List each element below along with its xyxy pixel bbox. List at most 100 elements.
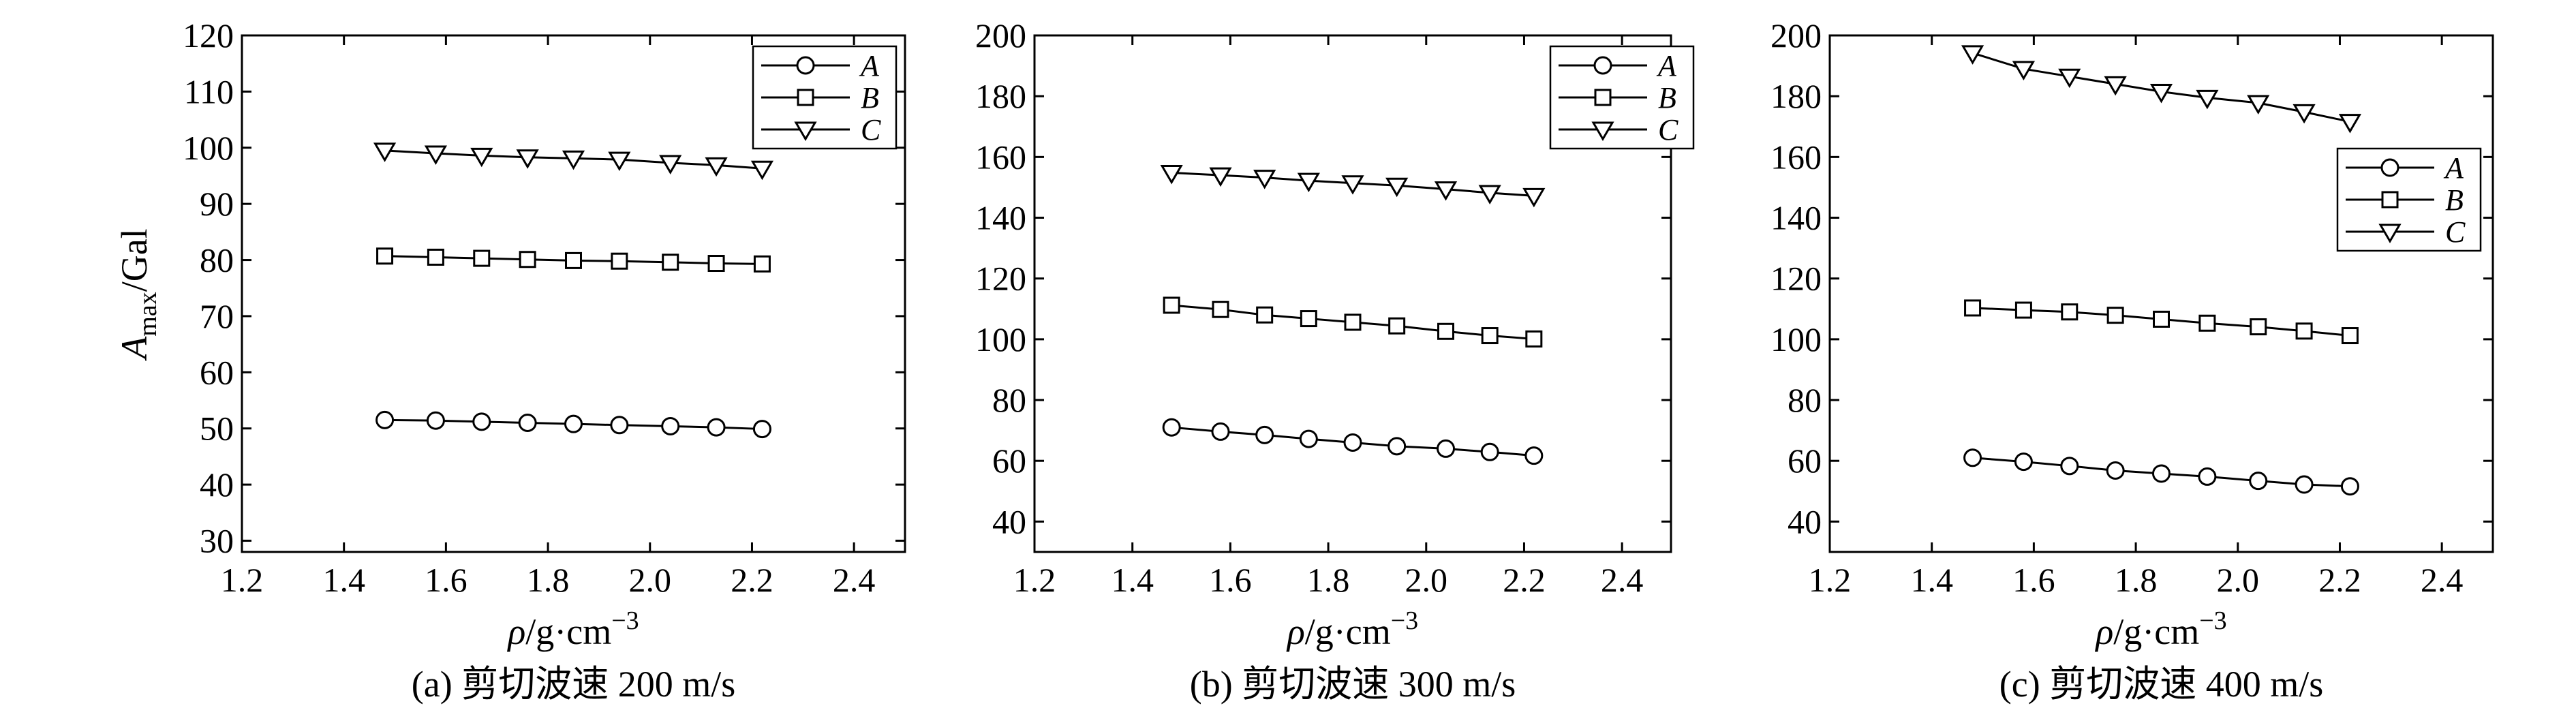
data-point-A xyxy=(2060,457,2079,476)
data-point-C xyxy=(1209,167,1232,187)
x-tick-label: 1.4 xyxy=(322,561,365,599)
data-point-B xyxy=(1525,330,1543,348)
data-point-A xyxy=(752,420,771,439)
data-point-A xyxy=(1480,442,1499,461)
y-tick-label: 80 xyxy=(1788,381,1822,419)
x-tick-label: 1.6 xyxy=(2012,561,2055,599)
legend-label-C: C xyxy=(1658,113,1678,147)
data-point-A xyxy=(610,416,629,435)
data-point-C xyxy=(2104,76,2127,96)
legend-label-B: B xyxy=(861,81,879,114)
x-tick-label: 1.8 xyxy=(527,561,570,599)
data-point-B xyxy=(1388,317,1406,335)
data-point-A xyxy=(426,411,445,430)
data-point-B xyxy=(427,248,444,266)
legend-marker-A xyxy=(2380,158,2399,177)
data-point-B xyxy=(753,255,771,273)
data-point-C xyxy=(1961,45,1984,65)
x-tick-label: 1.2 xyxy=(1013,561,1056,599)
data-point-C xyxy=(1160,165,1183,185)
data-point-B xyxy=(2014,301,2032,319)
x-tick-label: 1.6 xyxy=(425,561,467,599)
data-point-B xyxy=(1344,313,1362,331)
legend-marker-B xyxy=(1594,89,1612,106)
data-point-C xyxy=(2058,68,2081,89)
legend-marker-C xyxy=(2378,224,2402,243)
y-tick-label: 120 xyxy=(1770,260,1822,298)
x-tick-label: 2.4 xyxy=(1601,561,1644,599)
x-axis-label: ρ/g·cm−3 xyxy=(2094,606,2226,652)
y-tick-label: 100 xyxy=(183,129,234,167)
data-point-B xyxy=(473,249,491,267)
legend-label-A: A xyxy=(1656,49,1677,82)
y-tick-label: 60 xyxy=(200,353,234,391)
legend-label-B: B xyxy=(1658,81,1676,114)
y-tick-label: 200 xyxy=(975,16,1026,55)
legend-label-C: C xyxy=(2445,215,2466,249)
y-tick-label: 110 xyxy=(184,72,234,110)
chart-panel-2: 1.2 1.4 1.6 1.8 2.0 2.2 2.4 40 60 80 100 120 140 160 1… xyxy=(975,16,1695,705)
data-point-A xyxy=(375,410,395,429)
data-point-B xyxy=(1256,306,1274,324)
data-point-A xyxy=(2295,475,2314,494)
y-tick-label: 40 xyxy=(1788,502,1822,540)
x-tick-label: 1.4 xyxy=(1111,561,1154,599)
legend-marker-C xyxy=(794,121,817,141)
data-point-A xyxy=(1437,439,1456,458)
data-point-A xyxy=(2014,452,2033,472)
data-point-C xyxy=(750,160,774,181)
data-point-C xyxy=(373,142,397,162)
panel-caption: (c) 剪切波速 400 m/s xyxy=(1999,664,2323,705)
y-tick-label: 40 xyxy=(200,465,234,504)
x-tick-label: 2.0 xyxy=(629,561,672,599)
y-tick-label: 180 xyxy=(1770,77,1822,115)
data-point-A xyxy=(564,414,583,433)
data-point-B xyxy=(2106,307,2124,324)
data-point-B xyxy=(2153,310,2170,328)
y-tick-label: 160 xyxy=(975,138,1026,176)
y-tick-label: 50 xyxy=(200,410,234,448)
data-point-A xyxy=(2340,477,2359,496)
x-tick-label: 2.4 xyxy=(833,561,876,599)
data-point-C xyxy=(1385,177,1409,198)
y-tick-label: 80 xyxy=(200,241,234,279)
data-point-A xyxy=(1299,429,1318,448)
data-point-C xyxy=(2196,89,2219,110)
data-point-B xyxy=(1212,301,1229,318)
data-point-A xyxy=(661,416,680,435)
data-point-A xyxy=(1255,425,1274,444)
legend-label-A: A xyxy=(859,49,880,82)
x-axis-label: ρ/g·cm−3 xyxy=(1286,606,1418,652)
y-tick-label: 60 xyxy=(992,442,1026,480)
data-point-A xyxy=(1343,433,1362,452)
data-point-C xyxy=(1341,175,1364,195)
data-point-C xyxy=(562,150,585,170)
x-axis-label: ρ/g·cm−3 xyxy=(506,606,639,652)
data-point-A xyxy=(2198,467,2217,486)
x-tick-label: 2.0 xyxy=(1405,561,1448,599)
data-point-A xyxy=(707,418,726,437)
data-point-A xyxy=(1162,418,1181,437)
chart-panel-1: 1.2 1.4 1.6 1.8 2.0 2.2 2.4 30 40 50 60 70 80 90 100 11… xyxy=(183,16,906,705)
plot-frame xyxy=(1033,34,1672,553)
data-point-A xyxy=(1387,437,1407,456)
x-tick-label: 2.4 xyxy=(2421,561,2464,599)
plot-frame xyxy=(1828,34,2494,553)
y-tick-label: 100 xyxy=(975,320,1026,358)
y-tick-label: 140 xyxy=(975,199,1026,237)
legend-marker-B xyxy=(2381,191,2399,209)
data-point-C xyxy=(2149,83,2173,104)
x-tick-label: 2.0 xyxy=(2217,561,2260,599)
data-point-B xyxy=(2295,322,2313,340)
plot-frame xyxy=(241,34,906,553)
data-point-C xyxy=(705,157,728,177)
y-tick-label: 80 xyxy=(992,381,1026,419)
data-point-C xyxy=(424,145,448,165)
data-point-B xyxy=(2250,318,2267,336)
x-tick-label: 1.8 xyxy=(2115,561,2158,599)
legend-marker-C xyxy=(1591,121,1614,141)
x-tick-label: 1.6 xyxy=(1209,561,1252,599)
data-point-B xyxy=(1481,327,1499,345)
data-point-B xyxy=(611,252,628,270)
x-tick-label: 1.2 xyxy=(221,561,264,599)
